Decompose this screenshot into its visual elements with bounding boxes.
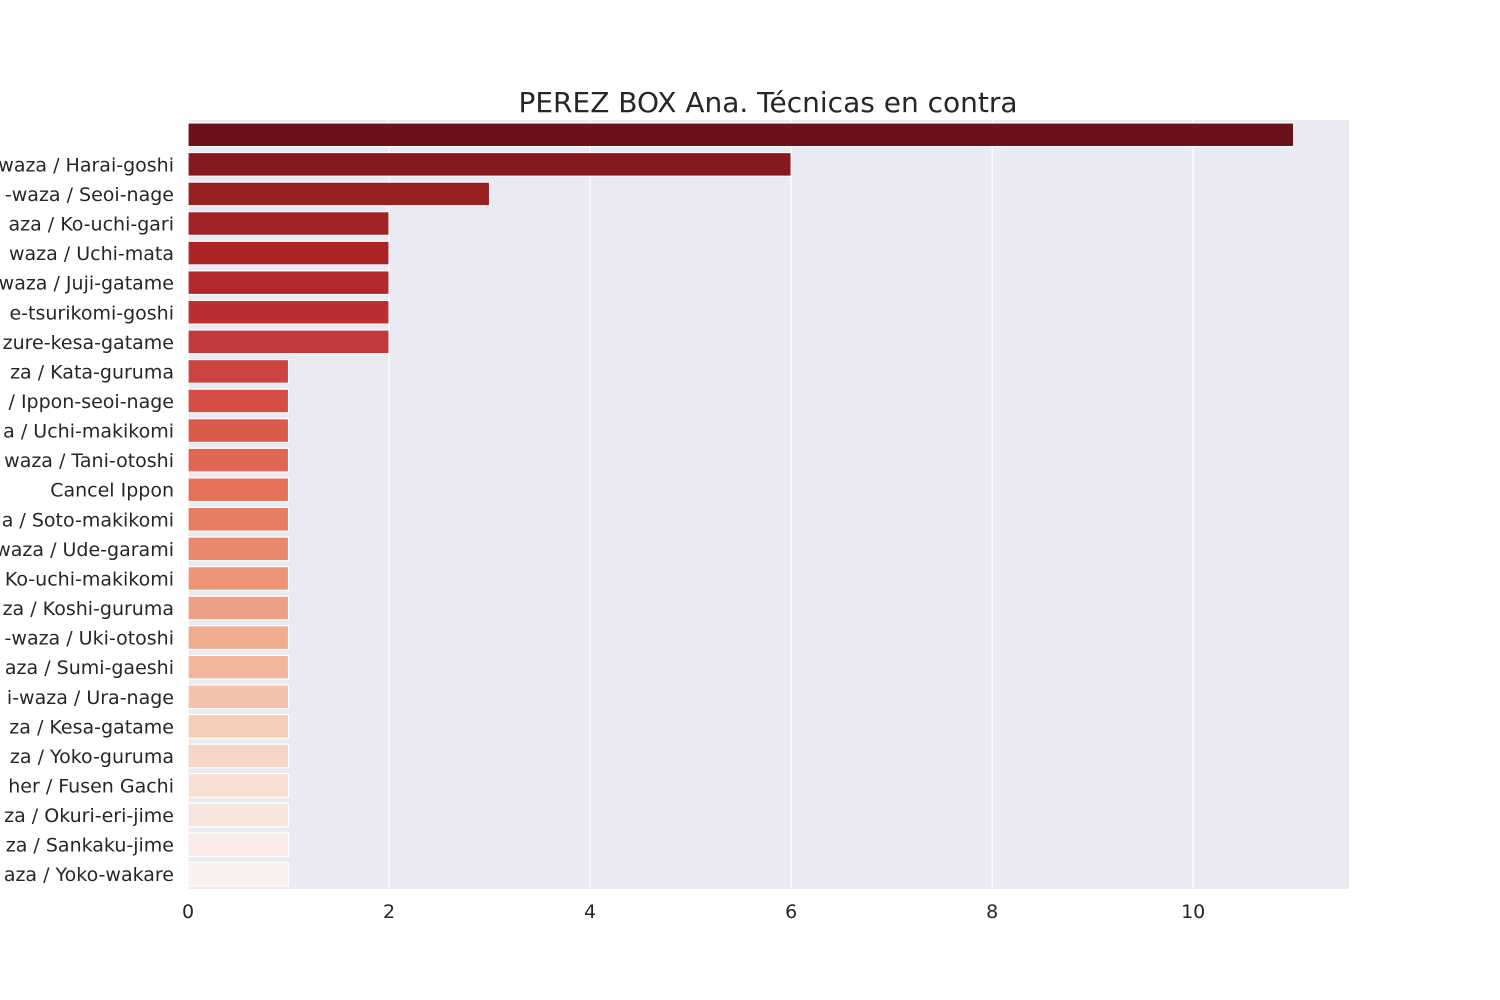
x-tick-label-3: 6: [785, 901, 797, 923]
y-tick-label-1: waza / Harai-goshi: [0, 154, 174, 176]
x-tick-label-5: 10: [1181, 901, 1205, 923]
y-tick-label-22: her / Fusen Gachi: [8, 775, 174, 797]
bar-25: [187, 861, 290, 887]
y-tick-label-8: za / Kata-guruma: [10, 361, 174, 383]
y-tick-label-6: e-tsurikomi-goshi: [9, 302, 174, 324]
bar-13: [187, 506, 290, 532]
bar-6: [187, 299, 390, 325]
y-tick-label-11: waza / Tani-otoshi: [4, 450, 174, 472]
bar-17: [187, 625, 290, 651]
y-tick-label-24: za / Sankaku-jime: [6, 835, 174, 857]
y-tick-label-23: za / Okuri-eri-jime: [4, 805, 174, 827]
bar-10: [187, 418, 290, 443]
y-tick-label-21: za / Yoko-guruma: [10, 746, 174, 768]
bar-8: [187, 358, 290, 384]
bar-1: [187, 151, 792, 177]
y-tick-label-5: waza / Juji-gatame: [0, 273, 174, 295]
bar-11: [187, 447, 290, 473]
y-tick-label-3: aza / Ko-uchi-gari: [8, 214, 174, 236]
plot-area: waza / Harai-goshi -waza / Seoi-nage aza /…: [0, 120, 1349, 923]
bar-22: [187, 773, 290, 798]
y-tick-label-9: / Ippon-seoi-nage: [9, 391, 174, 413]
y-tick-label-12: Cancel Ippon: [50, 480, 174, 502]
bar-21: [187, 743, 290, 769]
bar-18: [187, 654, 290, 680]
y-tick-label-4: waza / Uchi-mata: [9, 243, 174, 265]
x-tick-label-1: 2: [383, 901, 395, 923]
bar-3: [187, 211, 390, 236]
bar-19: [187, 684, 290, 710]
y-tick-label-19: i-waza / Ura-nage: [7, 687, 174, 709]
y-tick-label-10: a / Uchi-makikomi: [3, 421, 174, 443]
x-tick-label-4: 8: [986, 901, 998, 923]
bar-16: [187, 595, 290, 621]
y-tick-label-16: za / Koshi-guruma: [3, 598, 174, 620]
bar-23: [187, 802, 290, 828]
y-tick-label-2: -waza / Seoi-nage: [5, 184, 174, 206]
bar-12: [187, 477, 290, 503]
chart-title: PEREZ BOX Ana. Técnicas en contra: [518, 86, 1017, 119]
bar-20: [187, 713, 290, 739]
bar-0: [187, 122, 1295, 148]
bar-4: [187, 240, 390, 266]
bar-14: [187, 536, 290, 562]
bar-24: [187, 832, 290, 858]
bar-5: [187, 270, 390, 296]
y-tick-label-17: -waza / Uki-otoshi: [5, 628, 174, 650]
y-tick-label-18: aza / Sumi-gaeshi: [5, 657, 174, 679]
bar-7: [187, 329, 390, 355]
y-tick-label-15: Ko-uchi-makikomi: [5, 568, 174, 590]
y-tick-label-20: za / Kesa-gatame: [9, 716, 174, 738]
y-tick-label-7: zure-kesa-gatame: [3, 332, 174, 354]
bar-2: [187, 181, 491, 207]
bar-9: [187, 388, 290, 414]
bar-15: [187, 566, 290, 591]
y-tick-label-14: waza / Ude-garami: [0, 539, 174, 561]
y-tick-label-25: aza / Yoko-wakare: [4, 864, 174, 886]
y-tick-label-13: a / Soto-makikomi: [2, 509, 174, 531]
x-tick-label-2: 4: [584, 901, 596, 923]
x-tick-label-0: 0: [182, 901, 194, 923]
